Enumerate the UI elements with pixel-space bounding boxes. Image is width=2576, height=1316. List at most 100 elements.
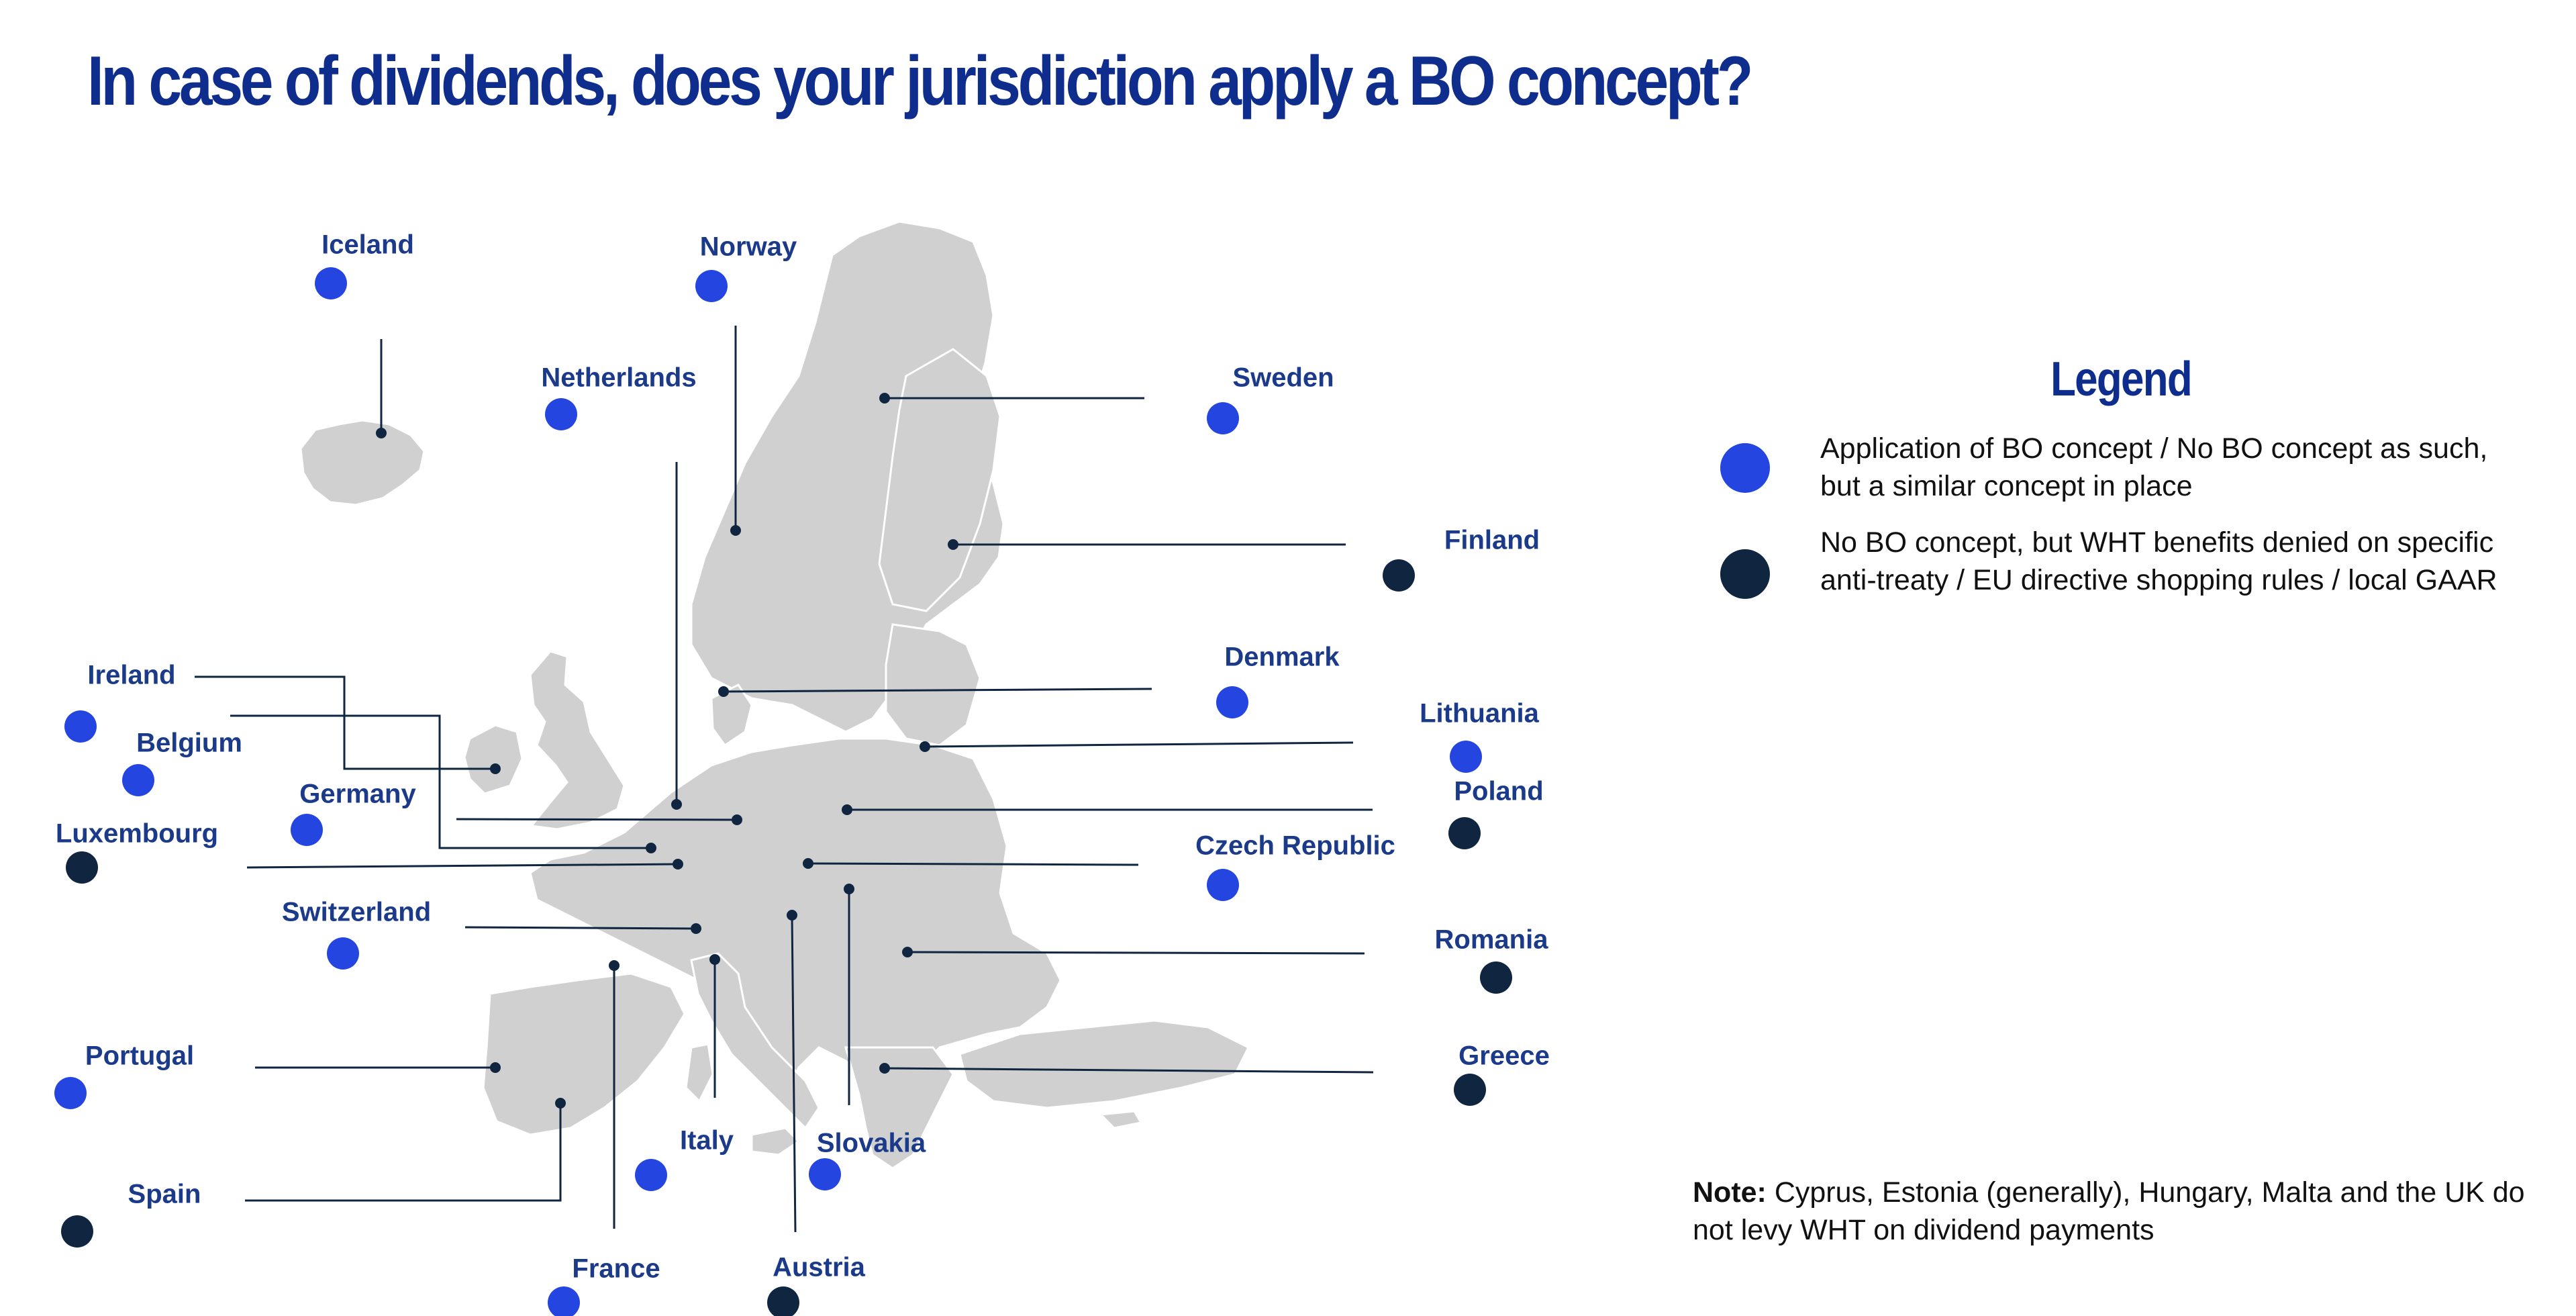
category-dot-netherlands (545, 398, 577, 430)
country-label-france: France (572, 1254, 660, 1284)
country-label-luxembourg: Luxembourg (55, 818, 219, 849)
country-markers (54, 267, 1512, 1316)
land-sardinia (685, 1043, 714, 1103)
category-dot-poland (1448, 817, 1481, 849)
category-dot-spain (61, 1215, 93, 1248)
country-label-finland: Finland (1444, 525, 1540, 555)
leader-line-greece (884, 1067, 1374, 1074)
legend-title: Legend (2050, 352, 2193, 406)
legend-text-no-bo: No BO concept, but WHT benefits denied o… (1820, 526, 2497, 596)
category-dot-finland (1383, 559, 1415, 592)
land-turkey (958, 1019, 1250, 1109)
leader-line-switzerland (464, 926, 697, 930)
category-dot-norway (695, 270, 728, 302)
category-dot-switzerland (327, 937, 359, 970)
country-label-austria: Austria (773, 1252, 865, 1282)
category-dot-italy (635, 1159, 667, 1191)
map-point-netherlands (671, 799, 682, 810)
country-label-ireland: Ireland (87, 660, 176, 690)
land-baltics (885, 623, 981, 747)
map-point-norway (730, 525, 741, 536)
map-point-germany (732, 814, 742, 825)
map-point-austria (787, 910, 797, 921)
map-point-italy (709, 954, 720, 965)
category-dot-belgium (122, 764, 154, 796)
map-point-spain (555, 1098, 566, 1109)
map-point-switzerland (691, 923, 701, 934)
leader-line-lithuania (924, 741, 1354, 748)
map-point-lithuania (920, 741, 930, 752)
legend-text-bo: Application of BO concept / No BO concep… (1820, 432, 2488, 502)
category-dot-czech-republic (1207, 869, 1239, 901)
note-label: Note: (1693, 1176, 1767, 1209)
page-title: In case of dividends, does your jurisdic… (87, 42, 1753, 120)
category-dot-sweden (1207, 402, 1239, 434)
leader-line-ireland (195, 675, 495, 770)
map-point-poland (842, 804, 852, 815)
map-point-denmark (718, 686, 729, 697)
leader-line-germany (456, 818, 738, 821)
country-label-iceland: Iceland (321, 230, 414, 260)
map-point-romania (902, 947, 913, 957)
category-dot-france (548, 1286, 580, 1316)
legend-dot-bo (1720, 443, 1770, 493)
category-dot-germany (291, 814, 323, 846)
country-label-netherlands: Netherlands (541, 363, 697, 393)
land-cyprus (1098, 1110, 1143, 1129)
land-iceland (299, 419, 426, 506)
category-dot-greece (1454, 1074, 1486, 1106)
legend-dot-no-bo (1720, 549, 1770, 599)
map-point-iceland (376, 428, 387, 438)
country-label-italy: Italy (679, 1125, 734, 1156)
country-label-switzerland: Switzerland (281, 897, 432, 927)
category-dot-slovakia (809, 1158, 841, 1190)
country-label-denmark: Denmark (1224, 642, 1340, 672)
map-point-belgium (646, 843, 656, 853)
country-label-belgium: Belgium (136, 728, 242, 758)
land-iberia (482, 972, 686, 1136)
country-label-lithuania: Lithuania (1420, 698, 1539, 728)
map-point-czech-republic (803, 858, 813, 869)
leader-line-denmark (723, 688, 1152, 693)
europe-landmass (299, 220, 1250, 1170)
leader-line-romania (907, 951, 1365, 955)
country-label-germany: Germany (299, 779, 416, 809)
leader-line-spain (245, 1103, 562, 1202)
country-label-romania: Romania (1434, 925, 1548, 955)
leader-lines (195, 326, 1374, 1233)
leader-line-belgium (230, 714, 651, 849)
country-label-poland: Poland (1454, 776, 1544, 806)
category-dot-romania (1480, 961, 1512, 994)
country-label-spain: Spain (128, 1179, 201, 1209)
map-point-slovakia (844, 884, 854, 894)
leader-line-luxembourg (246, 863, 679, 869)
land-balkans (844, 1046, 954, 1170)
country-label-greece: Greece (1458, 1041, 1550, 1071)
category-dot-portugal (54, 1077, 87, 1109)
category-dot-iceland (315, 267, 347, 299)
map-point-france (609, 960, 620, 971)
map-point-luxembourg (673, 859, 683, 869)
country-label-slovakia: Slovakia (816, 1128, 926, 1158)
category-dot-austria (767, 1286, 799, 1316)
map-point-sweden (879, 393, 890, 404)
leader-line-czech-republic (807, 862, 1139, 866)
category-dot-denmark (1216, 686, 1248, 718)
country-label-norway: Norway (699, 232, 797, 262)
land-ireland (463, 724, 524, 795)
category-dot-lithuania (1450, 741, 1482, 773)
land-sicily (750, 1127, 801, 1156)
map-point-portugal (490, 1062, 501, 1073)
note: Note: Cyprus, Estonia (generally), Hunga… (1693, 1174, 2565, 1249)
map-point-ireland (490, 763, 501, 774)
country-label-sweden: Sweden (1232, 363, 1334, 393)
category-dot-ireland (64, 710, 97, 743)
leader-line-austria (791, 914, 797, 1233)
land-great-britain (529, 650, 626, 831)
country-label-czech-republic: Czech Republic (1195, 831, 1395, 861)
country-label-portugal: Portugal (85, 1041, 195, 1071)
map-point-greece (879, 1063, 890, 1074)
land-denmark (710, 684, 753, 747)
note-text: Cyprus, Estonia (generally), Hungary, Ma… (1693, 1176, 2525, 1246)
